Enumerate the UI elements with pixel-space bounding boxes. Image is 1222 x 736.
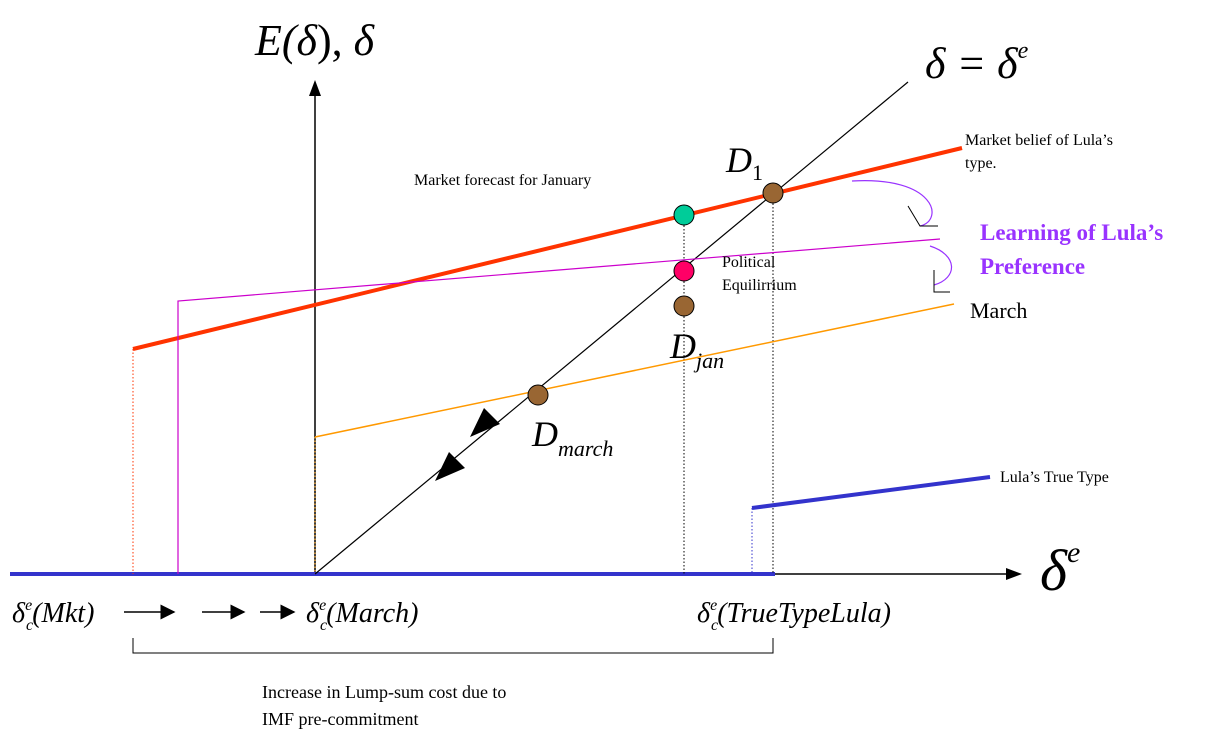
dot-d-jan xyxy=(673,295,695,317)
market-forecast-label: Market forecast for January xyxy=(414,172,591,189)
dotted-guides xyxy=(132,193,774,574)
dot-market-forecast xyxy=(673,204,695,226)
market-belief-label: Market belief of Lula’s type. xyxy=(965,132,1117,172)
delta-true-label: δce(TrueTypeLula) xyxy=(697,597,891,634)
djan-label: Djan xyxy=(669,326,724,373)
direction-arrow-2 xyxy=(435,452,465,481)
delta-march-label: δce(March) xyxy=(306,597,419,634)
learning-label: Learning of Lula’s Preference xyxy=(980,220,1169,279)
delta-mkt-label: δce(Mkt) xyxy=(12,597,94,634)
true-type-line xyxy=(751,475,991,510)
lula-true-type-label: Lula’s True Type xyxy=(1000,469,1109,486)
learning-line xyxy=(177,238,941,574)
x-axis-arrowhead xyxy=(1006,568,1022,580)
diagonal-line xyxy=(314,81,909,575)
march-line xyxy=(314,303,955,438)
dmarch-label: Dmarch xyxy=(531,414,613,461)
learning-tick-2 xyxy=(933,270,950,293)
learning-tick-1 xyxy=(907,205,938,227)
y-axis-label: E(δ), δ xyxy=(254,16,376,65)
bracket-note: Increase in Lump-sum cost due to IMF pre… xyxy=(262,682,511,729)
diagonal-label: δ = δe xyxy=(925,38,1029,88)
march-label: March xyxy=(970,298,1027,323)
market-belief-line xyxy=(132,146,963,351)
x-axis-label: δe xyxy=(1040,536,1080,603)
learning-curl-1 xyxy=(851,180,933,227)
political-equilibrium-label: Political Equilirrium xyxy=(722,254,797,294)
dot-d1 xyxy=(762,182,784,204)
learning-curl-2 xyxy=(929,245,953,286)
y-axis-arrowhead xyxy=(309,80,321,96)
cost-bracket xyxy=(132,638,774,654)
direction-arrow-1 xyxy=(470,408,500,437)
d1-label: D1 xyxy=(725,140,763,185)
dot-political-equilibrium xyxy=(673,260,695,282)
dot-d-march xyxy=(527,384,549,406)
